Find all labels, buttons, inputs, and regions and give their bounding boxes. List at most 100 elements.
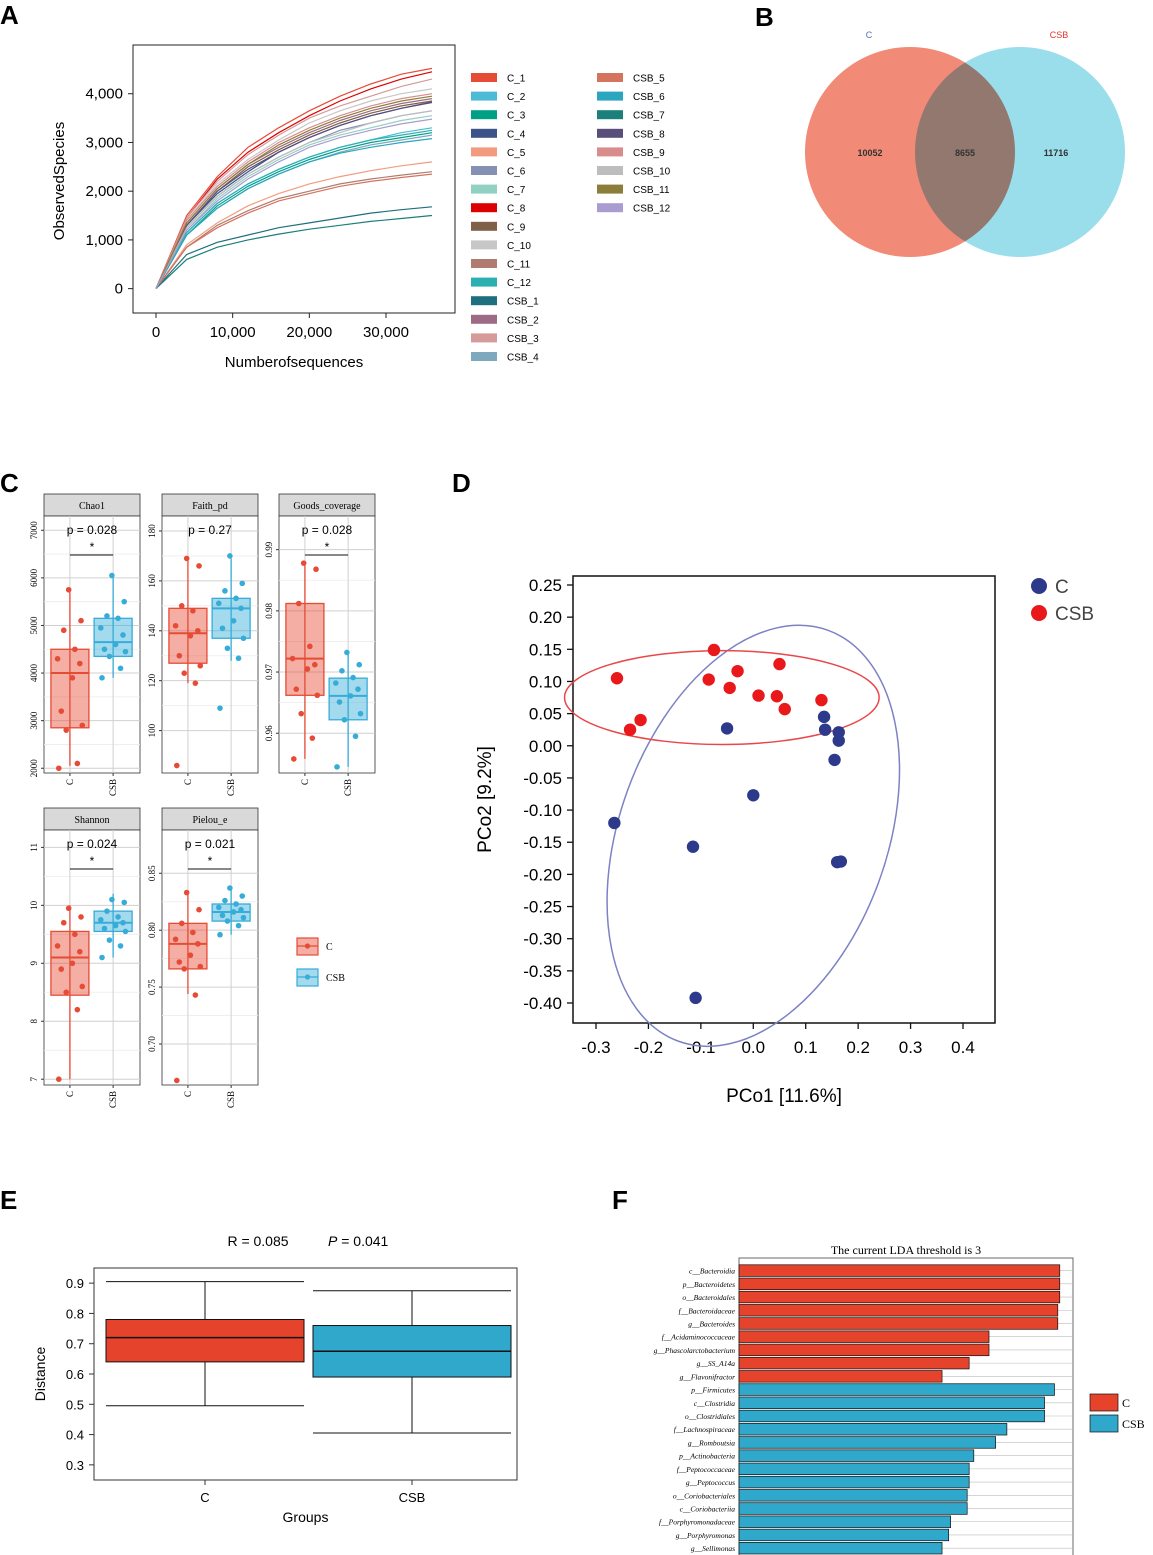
data-point xyxy=(356,661,363,668)
significance-star: * xyxy=(325,540,330,554)
series-line-c_1 xyxy=(155,67,433,289)
x-tick-label: 20,000 xyxy=(286,324,332,341)
panel-label-e: E xyxy=(0,1185,18,1215)
x-tick-label: -0.1 xyxy=(686,1038,715,1057)
y-tick-label: 4000 xyxy=(29,664,39,683)
legend-label: CSB_10 xyxy=(633,167,671,178)
data-point xyxy=(172,936,179,943)
legend-swatch xyxy=(471,128,497,138)
x-axis-label: PCo1 [11.6%] xyxy=(726,1086,842,1107)
legend-marker xyxy=(1031,605,1047,621)
y-tick-label: 2,000 xyxy=(85,183,123,200)
bar-label: p__Actinobacteria xyxy=(678,1452,735,1461)
y-tick-label: 100 xyxy=(147,723,157,737)
point-csb xyxy=(752,689,765,702)
data-point xyxy=(120,632,126,638)
data-point xyxy=(65,905,72,912)
facet-title: Goods_coverage xyxy=(293,501,361,512)
data-point xyxy=(217,931,223,938)
lda-bar xyxy=(738,1436,996,1449)
lda-bar xyxy=(738,1304,1059,1317)
x-tick-label: 0.4 xyxy=(951,1038,975,1057)
x-tick-label: CSB xyxy=(108,1091,118,1108)
panel-d-pcoa: -0.3 -0.2 -0.1 0.0 0.1 0.2 0.3 0.4 0.25 0.20 0.15 0… xyxy=(475,575,1094,1107)
series-line-c_8 xyxy=(155,71,433,289)
y-axis-label: PCo2 [9.2%] xyxy=(475,746,496,853)
y-tick-label: 6000 xyxy=(29,568,39,587)
y-tick-label: 0.5 xyxy=(66,1397,84,1412)
x-tick-label: C xyxy=(300,779,310,785)
data-point xyxy=(174,762,180,769)
point-c xyxy=(720,722,734,735)
y-tick-label: 0.15 xyxy=(529,640,562,659)
y-tick-label: -0.20 xyxy=(523,865,562,884)
legend-label: CSB_4 xyxy=(507,353,539,364)
point-csb xyxy=(634,713,647,727)
legend-swatch xyxy=(1089,1414,1119,1433)
data-point xyxy=(298,710,305,717)
data-point xyxy=(78,617,84,624)
y-tick-label: 1,000 xyxy=(85,232,123,249)
data-point xyxy=(217,705,223,711)
legend-label: C xyxy=(1122,1396,1130,1410)
legend-swatch xyxy=(471,184,497,194)
x-tick-label: 30,000 xyxy=(363,324,409,341)
data-point xyxy=(224,645,231,652)
facet-chao1: Chao1 2000 3000 4000 5000 6000 7000 C CSB p = 0.0… xyxy=(29,493,141,796)
bar-label: p__Firmicutes xyxy=(690,1386,735,1395)
data-point xyxy=(117,665,124,672)
y-tick-label: 0 xyxy=(115,281,123,298)
facet-frame xyxy=(43,515,141,774)
data-point xyxy=(187,952,194,959)
data-point xyxy=(235,655,242,662)
legend-swatch xyxy=(1089,1393,1119,1412)
y-tick-label: 3,000 xyxy=(85,134,123,151)
y-tick-label: -0.25 xyxy=(523,898,562,917)
series-line-csb_1 xyxy=(155,206,433,290)
point-c xyxy=(834,855,848,868)
legend-label: C_3 xyxy=(507,111,526,122)
plot-frame xyxy=(572,575,996,1024)
legend-swatch xyxy=(471,166,497,175)
lda-bar xyxy=(738,1356,970,1370)
lda-bar xyxy=(738,1409,1045,1423)
x-tick-label: CSB xyxy=(399,1490,426,1505)
x-tick-label: -0.3 xyxy=(581,1038,610,1057)
legend-label: C_6 xyxy=(507,167,526,178)
bar-label: c__Coriobacteriia xyxy=(680,1505,736,1514)
legend-label: CSB_3 xyxy=(507,334,539,345)
data-point xyxy=(97,917,104,923)
bar-label: c__Clostridia xyxy=(694,1399,736,1408)
point-csb xyxy=(723,681,736,695)
legend-swatch xyxy=(471,147,497,157)
y-tick-label: 140 xyxy=(147,624,157,638)
y-axis-label: Distance xyxy=(32,1347,48,1402)
data-point xyxy=(112,641,119,648)
panel-e-distance: 0.3 0.4 0.5 0.6 0.7 0.8 0.9 C CSB Groups Distance R… xyxy=(32,1233,518,1525)
stat-r-label: R = 0.085 xyxy=(227,1233,288,1249)
data-point xyxy=(289,655,296,662)
series-line-c_12 xyxy=(155,129,433,289)
x-tick-label: -0.2 xyxy=(634,1038,663,1057)
data-point xyxy=(174,1077,180,1084)
bar-label: f__Acidaminococcaceae xyxy=(662,1333,736,1342)
data-point xyxy=(101,646,108,653)
data-point xyxy=(227,553,233,559)
point-c xyxy=(608,816,621,830)
legend-label: C_1 xyxy=(507,74,526,85)
venn-count-csb-only: 11716 xyxy=(1044,148,1069,158)
data-point xyxy=(176,959,183,965)
series-line-csb_12 xyxy=(155,118,433,289)
legend-swatch xyxy=(471,73,497,82)
data-point xyxy=(215,904,222,911)
y-tick-label: -0.35 xyxy=(523,962,562,981)
x-tick-label: C xyxy=(65,1091,75,1097)
point-csb xyxy=(623,723,637,736)
lda-bar xyxy=(738,1489,968,1502)
legend-swatch xyxy=(597,184,623,194)
point-csb xyxy=(778,702,791,716)
lda-bar xyxy=(738,1542,943,1555)
data-point xyxy=(238,906,244,913)
panel-label-a: A xyxy=(0,0,19,30)
y-tick-label: 2000 xyxy=(29,759,39,778)
